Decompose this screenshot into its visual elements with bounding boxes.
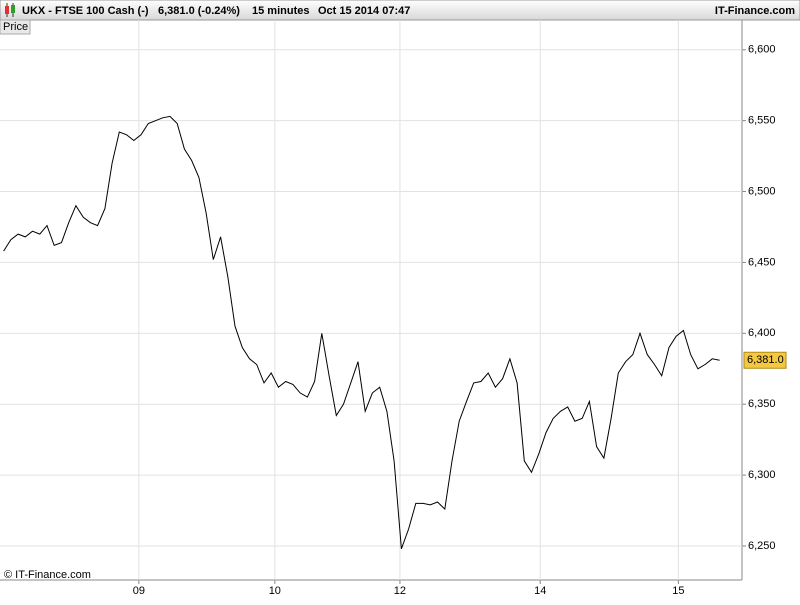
price-tag: 6,381.0: [747, 354, 784, 366]
x-tick-label: 10: [269, 585, 281, 597]
legend-box: [0, 19, 31, 35]
logo-icon: [5, 3, 15, 17]
y-tick-label: 6,400: [748, 327, 776, 339]
interval: 15 minutes: [252, 5, 309, 17]
y-tick-label: 6,300: [748, 469, 776, 481]
y-tick-label: 6,250: [748, 540, 776, 552]
y-tick-label: 6,350: [748, 398, 776, 410]
x-tick-label: 15: [672, 585, 684, 597]
y-tick-label: 6,550: [748, 115, 776, 127]
x-tick-label: 14: [534, 585, 546, 597]
quote: 6,381.0 (-0.24%): [158, 5, 240, 17]
x-tick-label: 09: [133, 585, 145, 597]
x-tick-label: 12: [394, 585, 406, 597]
copyright: © IT-Finance.com: [4, 569, 91, 581]
y-tick-label: 6,500: [748, 185, 776, 197]
price-tag-box: [743, 351, 787, 369]
price-line: [3, 115, 720, 549]
y-tick-label: 6,450: [748, 256, 776, 268]
legend-label: Price: [3, 21, 28, 33]
brand: IT-Finance.com: [715, 5, 795, 17]
y-tick-label: 6,600: [748, 44, 776, 56]
symbol: UKX - FTSE 100 Cash (-): [22, 5, 149, 17]
timestamp: Oct 15 2014 07:47: [318, 5, 410, 17]
